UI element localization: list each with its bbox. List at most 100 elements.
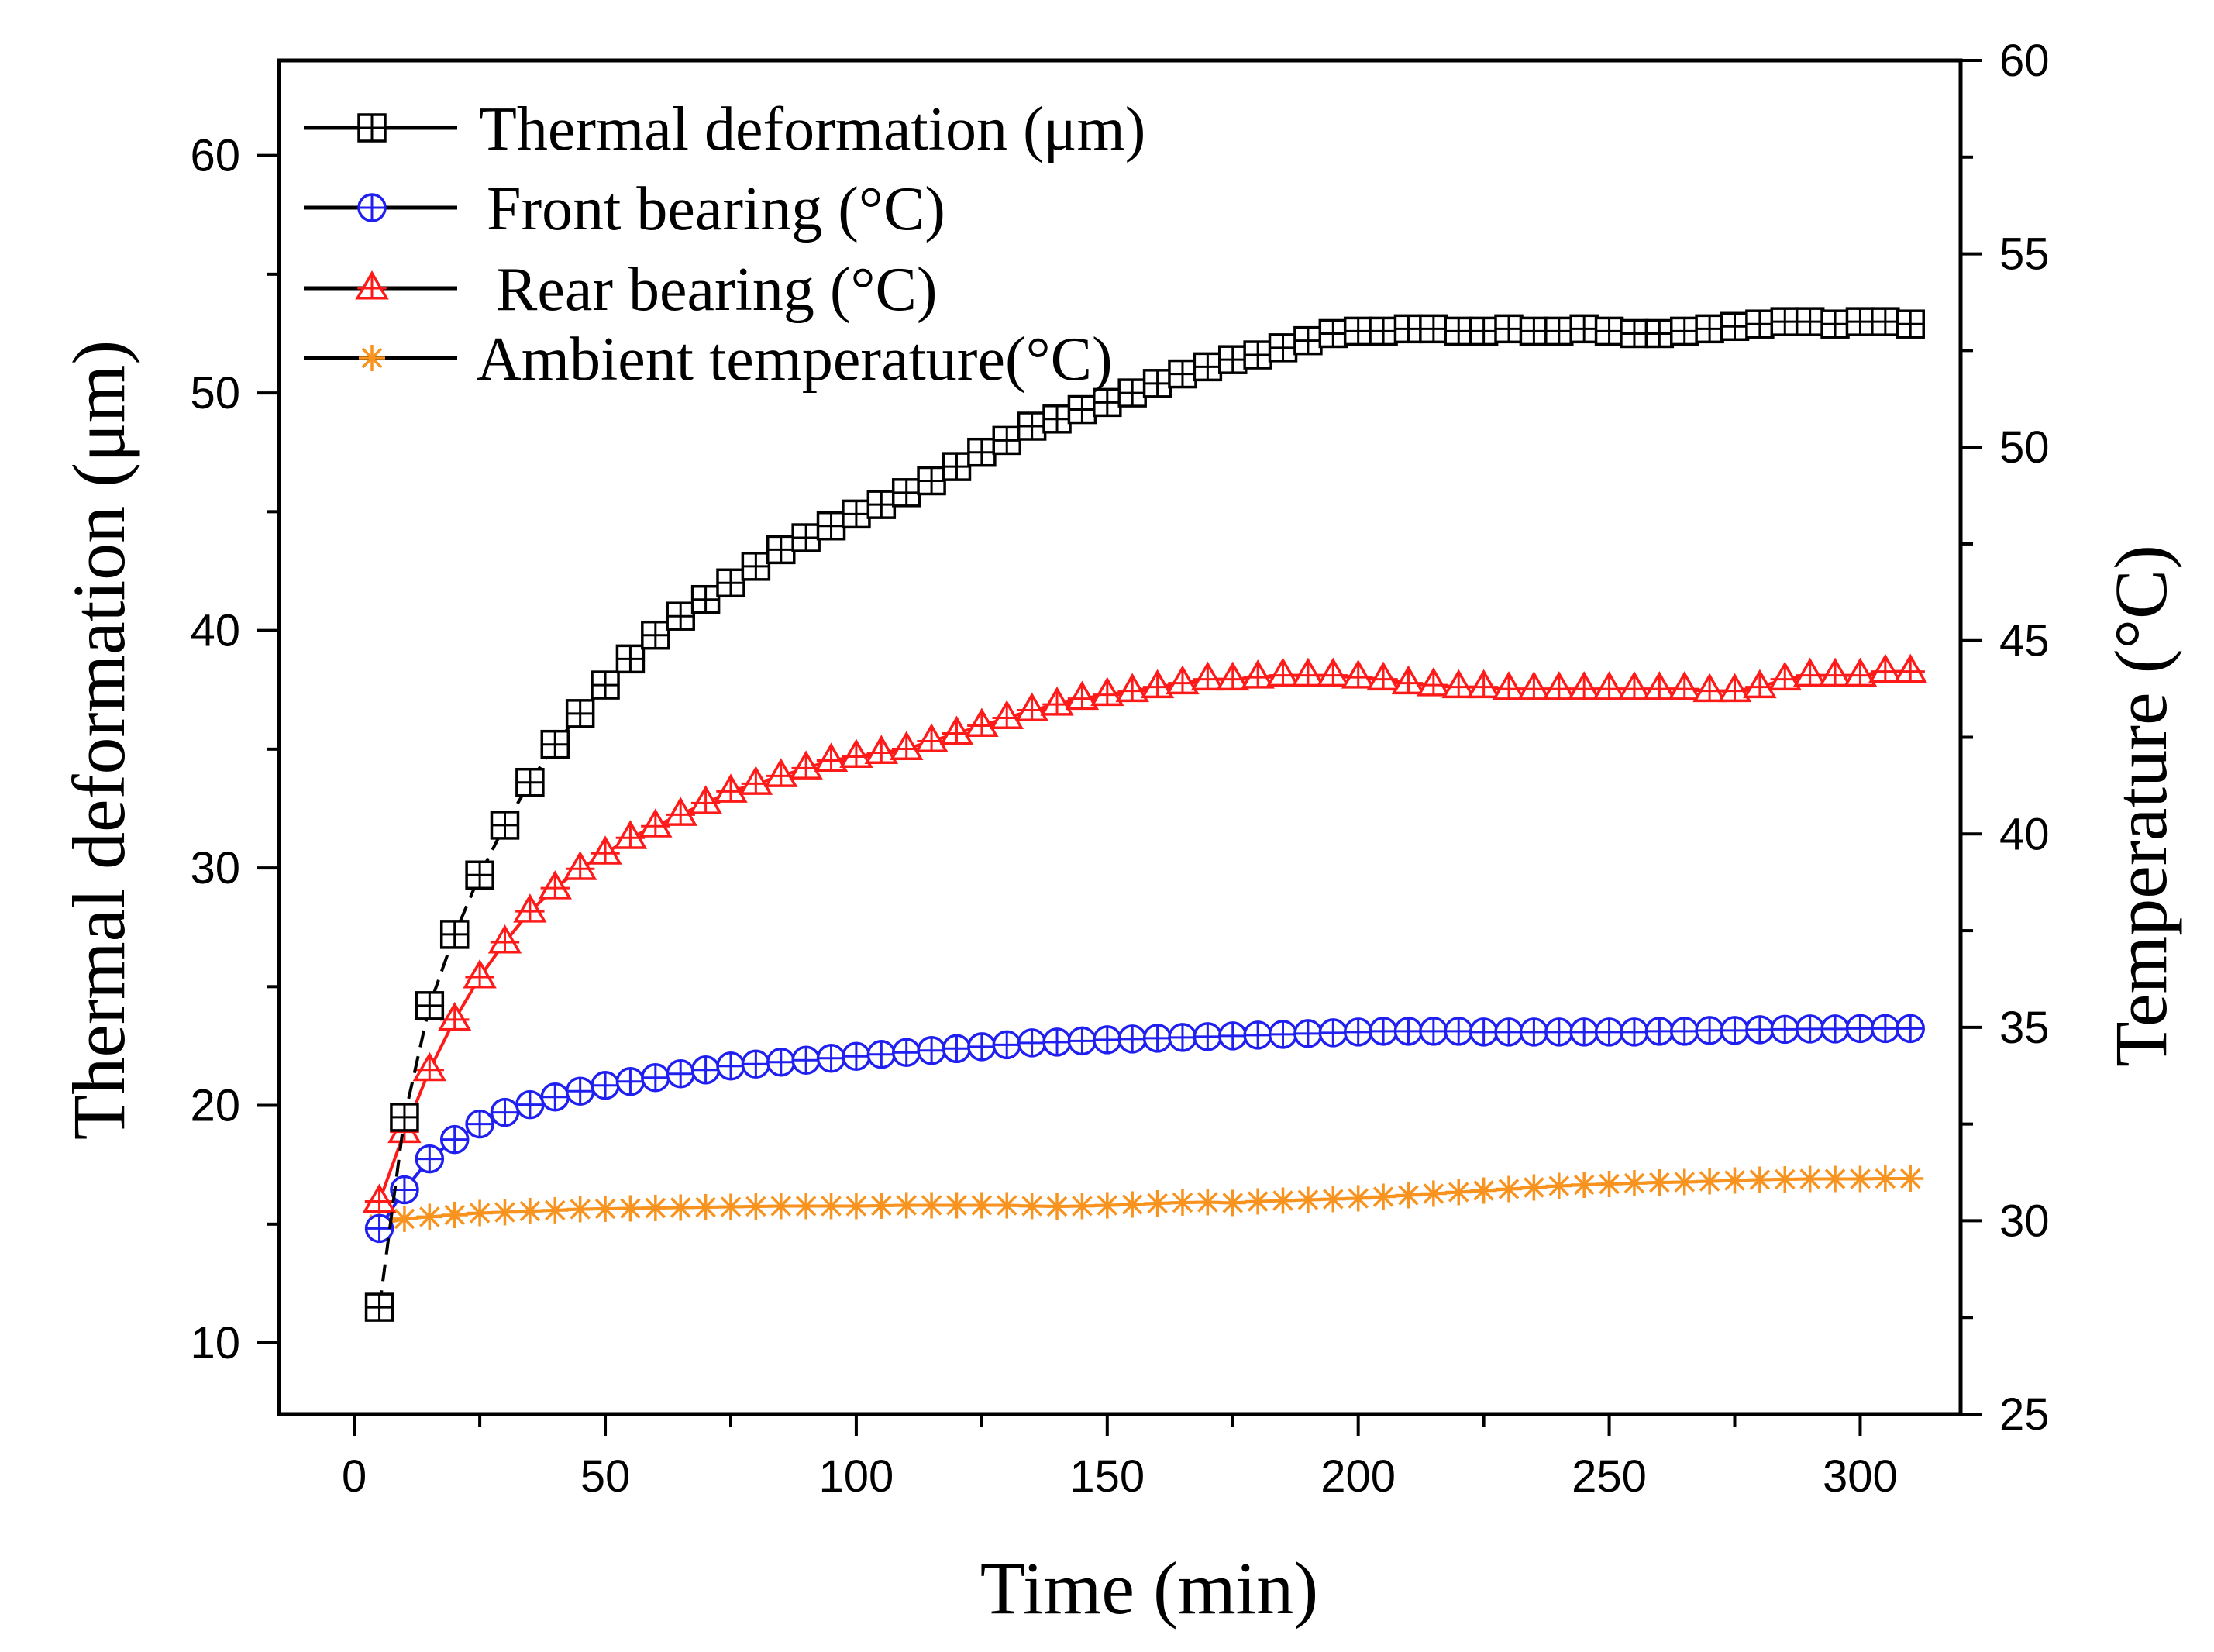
legend-item-2: Rear bearing (°C) bbox=[304, 256, 938, 324]
data-point bbox=[1393, 1017, 1424, 1046]
data-point bbox=[717, 1193, 744, 1220]
data-point bbox=[942, 1034, 972, 1064]
data-point bbox=[362, 1183, 397, 1213]
data-point bbox=[918, 1192, 945, 1219]
series-2 bbox=[362, 653, 1927, 1213]
data-point bbox=[942, 452, 972, 481]
series-3 bbox=[366, 1165, 1924, 1238]
data-point bbox=[1265, 657, 1300, 687]
data-point bbox=[1117, 1024, 1147, 1054]
y-right-axis-title: Temperature (°C) bbox=[2099, 545, 2182, 1067]
data-point bbox=[1419, 1017, 1448, 1046]
data-point bbox=[1795, 307, 1825, 336]
data-point bbox=[889, 731, 924, 760]
data-point bbox=[1567, 671, 1601, 700]
data-point bbox=[566, 1196, 594, 1223]
data-point bbox=[1268, 1020, 1298, 1049]
data-point bbox=[891, 1038, 921, 1068]
data-point bbox=[692, 1193, 719, 1220]
data-point bbox=[615, 644, 646, 674]
data-point bbox=[1067, 1026, 1097, 1056]
data-point bbox=[463, 959, 497, 989]
data-point bbox=[1391, 665, 1426, 695]
data-point bbox=[515, 1089, 545, 1120]
data-point bbox=[1190, 661, 1225, 691]
data-point bbox=[1843, 657, 1878, 687]
data-point bbox=[1343, 1017, 1373, 1047]
data-point bbox=[990, 700, 1024, 730]
data-point bbox=[1466, 669, 1501, 699]
y-left-tick-label: 20 bbox=[190, 1081, 240, 1131]
legend-label: Thermal deformation (μm) bbox=[479, 95, 1145, 163]
data-point bbox=[714, 773, 748, 803]
data-point bbox=[1044, 1193, 1071, 1220]
data-point bbox=[1571, 1172, 1598, 1199]
data-point bbox=[816, 511, 846, 541]
data-point bbox=[1644, 1017, 1675, 1046]
data-point bbox=[1770, 307, 1800, 336]
data-point bbox=[1093, 1025, 1122, 1055]
data-point bbox=[1542, 671, 1576, 700]
data-point bbox=[1018, 1193, 1045, 1220]
data-point bbox=[1420, 1180, 1447, 1207]
data-point bbox=[1318, 1018, 1348, 1048]
legend-marker bbox=[355, 270, 389, 300]
data-point bbox=[690, 584, 721, 614]
data-point bbox=[793, 1193, 820, 1220]
data-point bbox=[967, 1032, 997, 1062]
data-point bbox=[1294, 1186, 1321, 1213]
data-point bbox=[965, 707, 999, 738]
data-point bbox=[1318, 318, 1348, 349]
data-point bbox=[767, 1193, 794, 1220]
x-tick-label: 200 bbox=[1320, 1451, 1396, 1502]
data-point bbox=[791, 523, 821, 552]
data-point bbox=[1818, 657, 1852, 687]
data-point bbox=[465, 1109, 494, 1139]
data-point bbox=[391, 1205, 418, 1232]
data-point bbox=[1069, 1193, 1096, 1220]
data-point bbox=[1115, 673, 1149, 703]
data-point bbox=[1245, 1188, 1272, 1215]
data-point bbox=[1291, 657, 1325, 687]
data-point bbox=[1166, 665, 1200, 695]
data-point bbox=[1395, 1182, 1422, 1209]
data-point bbox=[716, 1051, 745, 1081]
data-point bbox=[866, 1040, 897, 1069]
data-point bbox=[1142, 369, 1172, 398]
data-point bbox=[1269, 1187, 1296, 1214]
data-point bbox=[1642, 671, 1677, 700]
data-point bbox=[864, 735, 899, 764]
y-right-tick-label: 55 bbox=[1999, 229, 2050, 280]
series-0 bbox=[364, 307, 1925, 1322]
data-point bbox=[666, 601, 695, 631]
data-point bbox=[688, 785, 723, 814]
x-tick-label: 50 bbox=[580, 1451, 631, 1502]
data-point bbox=[917, 1036, 946, 1065]
data-point bbox=[591, 1070, 620, 1100]
y-right-tick-label: 60 bbox=[1999, 36, 2050, 86]
data-point bbox=[591, 670, 620, 700]
data-point bbox=[1746, 1166, 1773, 1193]
series-line bbox=[377, 669, 1911, 1203]
data-point bbox=[1594, 1017, 1624, 1047]
data-point bbox=[1868, 653, 1902, 683]
y-right-tick-label: 30 bbox=[1999, 1196, 2050, 1246]
axes-layer: 0 50 100 150 200 250 300 10 20 30 40 50 60 25 30 35 40 45… bbox=[190, 36, 2049, 1502]
data-point bbox=[914, 723, 949, 752]
data-point bbox=[839, 738, 873, 768]
data-point bbox=[1343, 316, 1373, 346]
data-point bbox=[1745, 309, 1775, 339]
data-point bbox=[1896, 1014, 1925, 1044]
series-1 bbox=[364, 1014, 1925, 1244]
data-point bbox=[364, 1213, 394, 1244]
data-point bbox=[592, 1195, 619, 1222]
data-point bbox=[866, 490, 897, 519]
legend-item-0: Thermal deformation (μm) bbox=[304, 95, 1145, 163]
data-point bbox=[1669, 1017, 1699, 1046]
data-point bbox=[1293, 325, 1323, 356]
data-point bbox=[1519, 316, 1549, 346]
data-point bbox=[1293, 1019, 1323, 1048]
data-point bbox=[1596, 1171, 1623, 1198]
